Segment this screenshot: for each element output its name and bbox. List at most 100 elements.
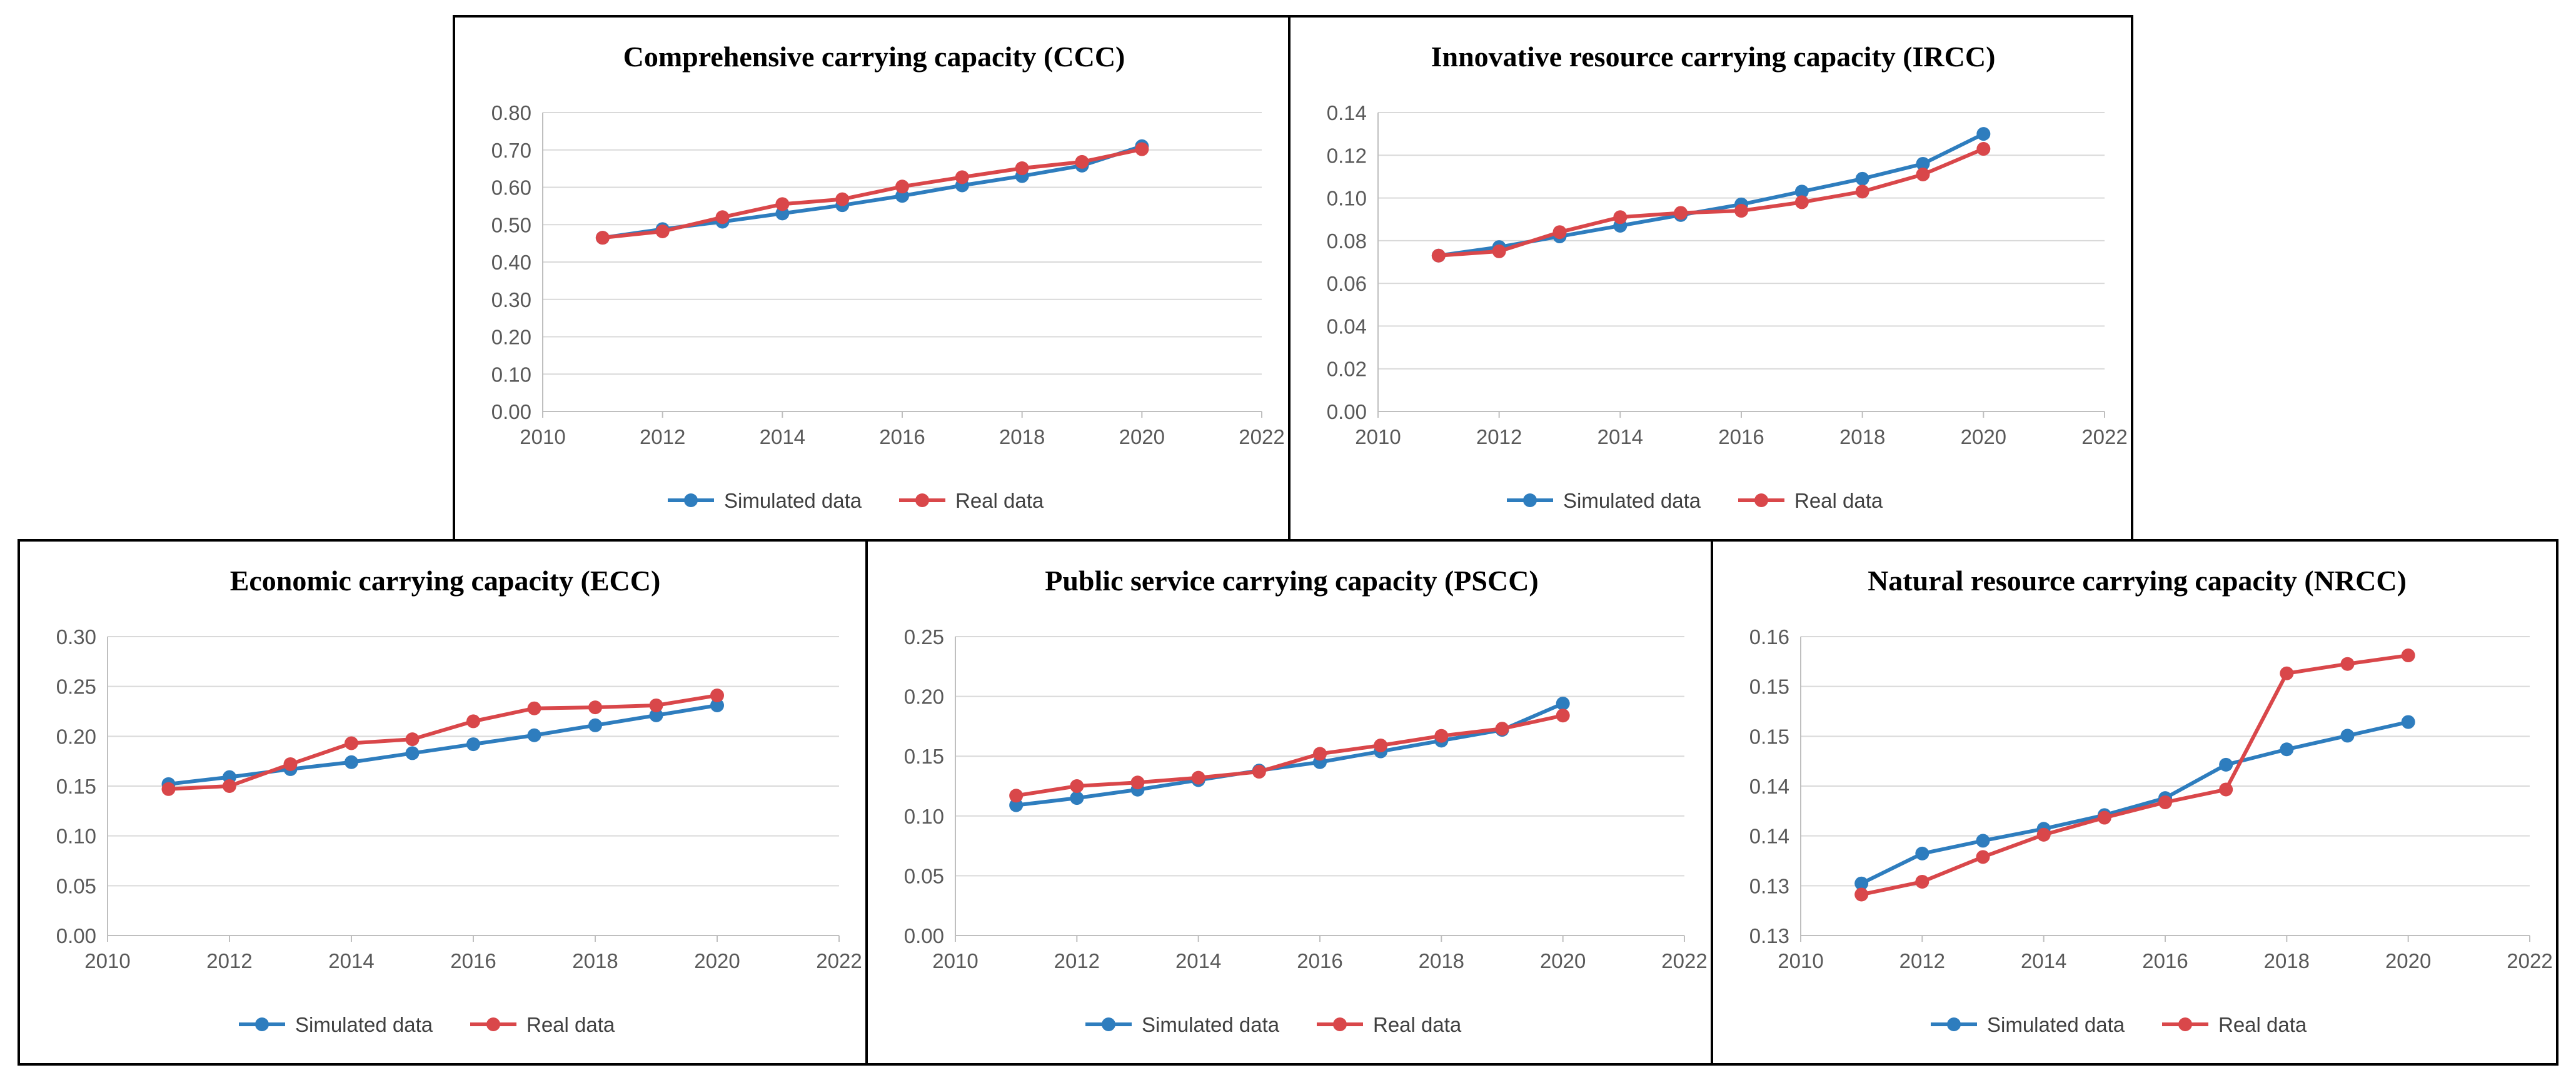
y-tick-label: 0.15 <box>904 745 944 768</box>
x-tick-label: 2016 <box>450 949 496 972</box>
x-tick-label: 2014 <box>1597 425 1643 448</box>
data-point-real <box>466 714 480 729</box>
chart-title: Economic carrying capacity (ECC) <box>230 565 661 597</box>
chart-pscc: Public service carrying capacity (PSCC) 0… <box>904 565 1708 1036</box>
data-point-real <box>1976 142 1991 156</box>
y-tick-label: 0.14 <box>1327 101 1367 124</box>
data-point-real <box>223 779 236 793</box>
legend-marker-real <box>486 1017 500 1031</box>
legend-marker-real <box>915 493 929 507</box>
data-point-real <box>1552 225 1567 240</box>
legend-label-real: Real data <box>526 1013 615 1036</box>
y-tick-label: 0.20 <box>56 725 96 748</box>
data-point-real <box>1915 874 1929 889</box>
y-tick-label: 0.08 <box>1327 230 1367 253</box>
legend-label-simulated: Simulated data <box>1142 1013 1280 1036</box>
data-point-real <box>1130 775 1145 790</box>
y-tick-label: 0.00 <box>1327 400 1367 423</box>
data-point-real <box>1135 142 1149 156</box>
legend-marker-simulated <box>255 1017 269 1031</box>
data-point-real <box>161 782 176 796</box>
data-point-real <box>775 197 790 211</box>
x-tick-label: 2016 <box>879 425 925 448</box>
y-tick-label: 0.00 <box>491 400 531 423</box>
series-line-simulated <box>1438 132 1985 258</box>
x-tick-label: 2020 <box>1119 425 1165 448</box>
x-tick-label: 2018 <box>572 949 618 972</box>
x-tick-label: 2010 <box>932 949 978 972</box>
x-tick-label: 2016 <box>1297 949 1342 972</box>
data-point-real <box>895 179 909 194</box>
data-point-simulated <box>405 746 420 760</box>
legend-marker-real <box>1754 493 1768 507</box>
data-point-simulated <box>466 737 480 752</box>
data-point-real <box>1495 722 1509 736</box>
panel-ecc: Economic carrying capacity (ECC) 0.00 0.05… <box>18 539 868 1066</box>
data-point-real <box>283 757 298 771</box>
y-tick-label: 0.40 <box>491 251 531 274</box>
x-tick-label: 2012 <box>1476 425 1522 448</box>
y-tick-label: 0.10 <box>491 363 531 386</box>
data-point-real <box>1070 779 1084 793</box>
data-point-real <box>1492 244 1506 258</box>
y-tick-label: 0.16 <box>1749 625 1789 648</box>
data-point-simulated <box>345 755 358 769</box>
y-tick-label: 0.13 <box>1749 924 1789 947</box>
series-line-real <box>1438 147 1985 258</box>
x-tick-label: 2022 <box>816 949 862 972</box>
legend-label-simulated: Simulated data <box>1563 489 1701 512</box>
series-line-real <box>1861 654 2409 897</box>
data-point-real <box>2340 657 2355 671</box>
y-tick-label: 0.80 <box>491 101 531 124</box>
y-tick-label: 0.25 <box>904 625 944 648</box>
y-tick-label: 0.20 <box>904 685 944 709</box>
chart-ecc: Economic carrying capacity (ECC) 0.00 0.05… <box>56 565 862 1036</box>
data-point-real <box>955 170 969 184</box>
x-tick-label: 2014 <box>760 425 805 448</box>
series-line-real <box>168 694 718 791</box>
x-tick-label: 2010 <box>1355 425 1401 448</box>
y-tick-label: 0.04 <box>1327 315 1367 338</box>
x-tick-label: 2012 <box>1899 949 1945 972</box>
series-line-simulated <box>168 703 718 786</box>
chart-title: Public service carrying capacity (PSCC) <box>1045 565 1538 597</box>
legend-label-real: Real data <box>1373 1013 1462 1036</box>
x-tick-label: 2022 <box>2081 425 2127 448</box>
y-tick-label: 0.50 <box>491 213 531 236</box>
y-tick-label: 0.00 <box>904 924 944 947</box>
data-point-real <box>2401 648 2415 663</box>
data-point-simulated <box>588 718 602 732</box>
y-tick-label: 0.10 <box>56 825 96 848</box>
legend-marker-simulated <box>1947 1017 1961 1031</box>
data-point-real <box>655 225 670 239</box>
x-tick-label: 2020 <box>2385 949 2431 972</box>
data-point-real <box>2219 782 2233 797</box>
legend-label-real: Real data <box>955 489 1044 512</box>
data-point-real <box>1613 210 1628 225</box>
data-point-real <box>1556 709 1570 723</box>
data-point-real <box>1916 168 1930 182</box>
data-point-real <box>835 192 850 206</box>
data-point-simulated <box>2340 729 2355 743</box>
y-tick-label: 0.10 <box>904 805 944 828</box>
x-tick-label: 2018 <box>1419 949 1464 972</box>
data-point-simulated <box>710 698 724 712</box>
data-point-real <box>1976 850 1990 864</box>
data-point-real <box>405 732 420 747</box>
x-tick-label: 2010 <box>84 949 130 972</box>
data-point-real <box>1252 765 1266 779</box>
series-line-simulated <box>1015 702 1564 807</box>
legend-marker-simulated <box>1523 493 1537 507</box>
data-point-simulated <box>1556 697 1570 711</box>
y-tick-label: 0.12 <box>1327 144 1367 167</box>
y-tick-label: 0.70 <box>491 139 531 162</box>
legend-marker-simulated <box>684 493 698 507</box>
legend-label-simulated: Simulated data <box>1987 1013 2125 1036</box>
x-tick-label: 2022 <box>2507 949 2552 972</box>
data-point-real <box>1191 770 1205 785</box>
data-point-real <box>1855 184 1869 199</box>
data-point-simulated <box>649 708 663 722</box>
legend-marker-simulated <box>1102 1017 1115 1031</box>
y-tick-label: 0.13 <box>1749 874 1789 897</box>
y-tick-label: 0.05 <box>56 874 96 897</box>
